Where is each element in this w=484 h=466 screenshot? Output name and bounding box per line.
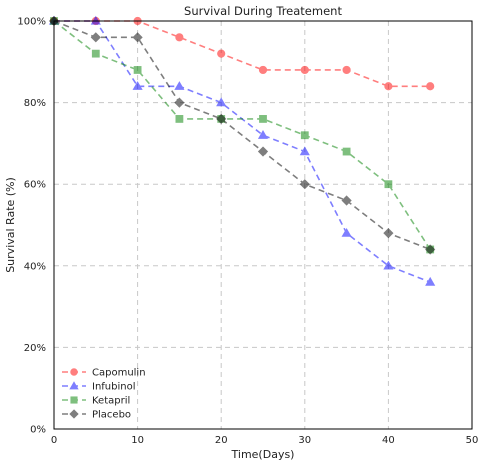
ketapril-point <box>342 147 351 156</box>
x-tick-label: 0 <box>51 435 57 446</box>
infubinol-point <box>132 81 143 90</box>
placebo-point <box>425 244 436 255</box>
legend-swatch <box>62 381 86 390</box>
legend-marker <box>69 409 79 419</box>
placebo-line <box>53 20 431 251</box>
infubinol-point <box>383 260 394 270</box>
series-capomulin <box>49 16 435 91</box>
legend-item-capomulin: Capomulin <box>62 368 146 379</box>
x-tick-label: 30 <box>298 435 311 446</box>
capomulin-point <box>217 49 226 58</box>
ketapril-point <box>259 115 267 123</box>
legend-label: Placebo <box>92 410 131 421</box>
legend-label: Ketapril <box>92 396 130 407</box>
placebo-point <box>216 113 227 125</box>
x-axis-title: Time(Days) <box>231 448 295 461</box>
y-tick-label: 60% <box>24 180 46 191</box>
plot-frame <box>53 20 473 430</box>
legend-item-placebo: Placebo <box>62 409 131 421</box>
infubinol-point <box>257 130 269 139</box>
capomulin-point <box>426 82 435 91</box>
infubinol-point <box>174 81 185 90</box>
capomulin-line <box>54 20 431 88</box>
capomulin-point <box>300 65 309 75</box>
ketapril-point <box>175 115 184 123</box>
legend-swatch <box>62 409 86 419</box>
x-tick-label: 50 <box>466 435 479 446</box>
legend-swatch <box>62 368 86 376</box>
placebo-point <box>257 146 269 157</box>
ketapril-point <box>91 49 100 58</box>
legend-item-infubinol: Infubinol <box>62 381 136 393</box>
y-tick-label: 100% <box>17 17 46 28</box>
series-infubinol <box>48 15 436 286</box>
placebo-point <box>90 32 101 43</box>
placebo-point <box>299 179 310 190</box>
tick-labels: 0 10 20 30 40 50 0% 20% 40% 60% 80% 100% <box>17 17 478 447</box>
y-tick-label: 20% <box>24 343 46 354</box>
capomulin-point <box>384 82 393 91</box>
y-tick-label: 0% <box>30 425 46 436</box>
infubinol-point <box>299 146 310 156</box>
capomulin-point <box>175 33 184 42</box>
y-tick-label: 40% <box>24 261 46 272</box>
ketapril-point <box>300 131 309 140</box>
legend-marker <box>70 396 78 404</box>
placebo-point <box>341 195 352 206</box>
y-tick-label: 80% <box>24 98 46 109</box>
placebo-point <box>383 228 394 239</box>
legend: Capomulin Infubinol Ketapril Placebo <box>62 368 146 421</box>
legend-label: Infubinol <box>92 382 136 393</box>
capomulin-point <box>258 65 268 75</box>
x-tick-label: 20 <box>215 435 228 446</box>
ketapril-point <box>384 180 393 189</box>
chart-title: Survival During Treatement <box>184 4 342 18</box>
x-tick-label: 40 <box>382 435 395 446</box>
x-tick-label: 10 <box>131 435 144 446</box>
ketapril-point <box>133 66 142 74</box>
infubinol-point <box>425 276 436 286</box>
placebo-point <box>132 32 143 43</box>
infubinol-point <box>90 15 101 25</box>
placebo-point <box>174 97 185 108</box>
infubinol-line <box>54 20 431 283</box>
capomulin-point <box>342 65 351 75</box>
legend-label: Capomulin <box>92 368 146 379</box>
legend-marker <box>69 381 79 390</box>
series-placebo <box>48 15 436 255</box>
infubinol-point <box>216 97 227 107</box>
legend-marker <box>70 368 78 376</box>
infubinol-point <box>341 227 352 237</box>
y-axis-title: Survival Rate (%) <box>4 177 17 273</box>
legend-item-ketapril: Ketapril <box>62 396 130 407</box>
ketapril-line <box>53 20 431 250</box>
legend-swatch <box>62 396 86 404</box>
series-layer <box>48 15 436 286</box>
